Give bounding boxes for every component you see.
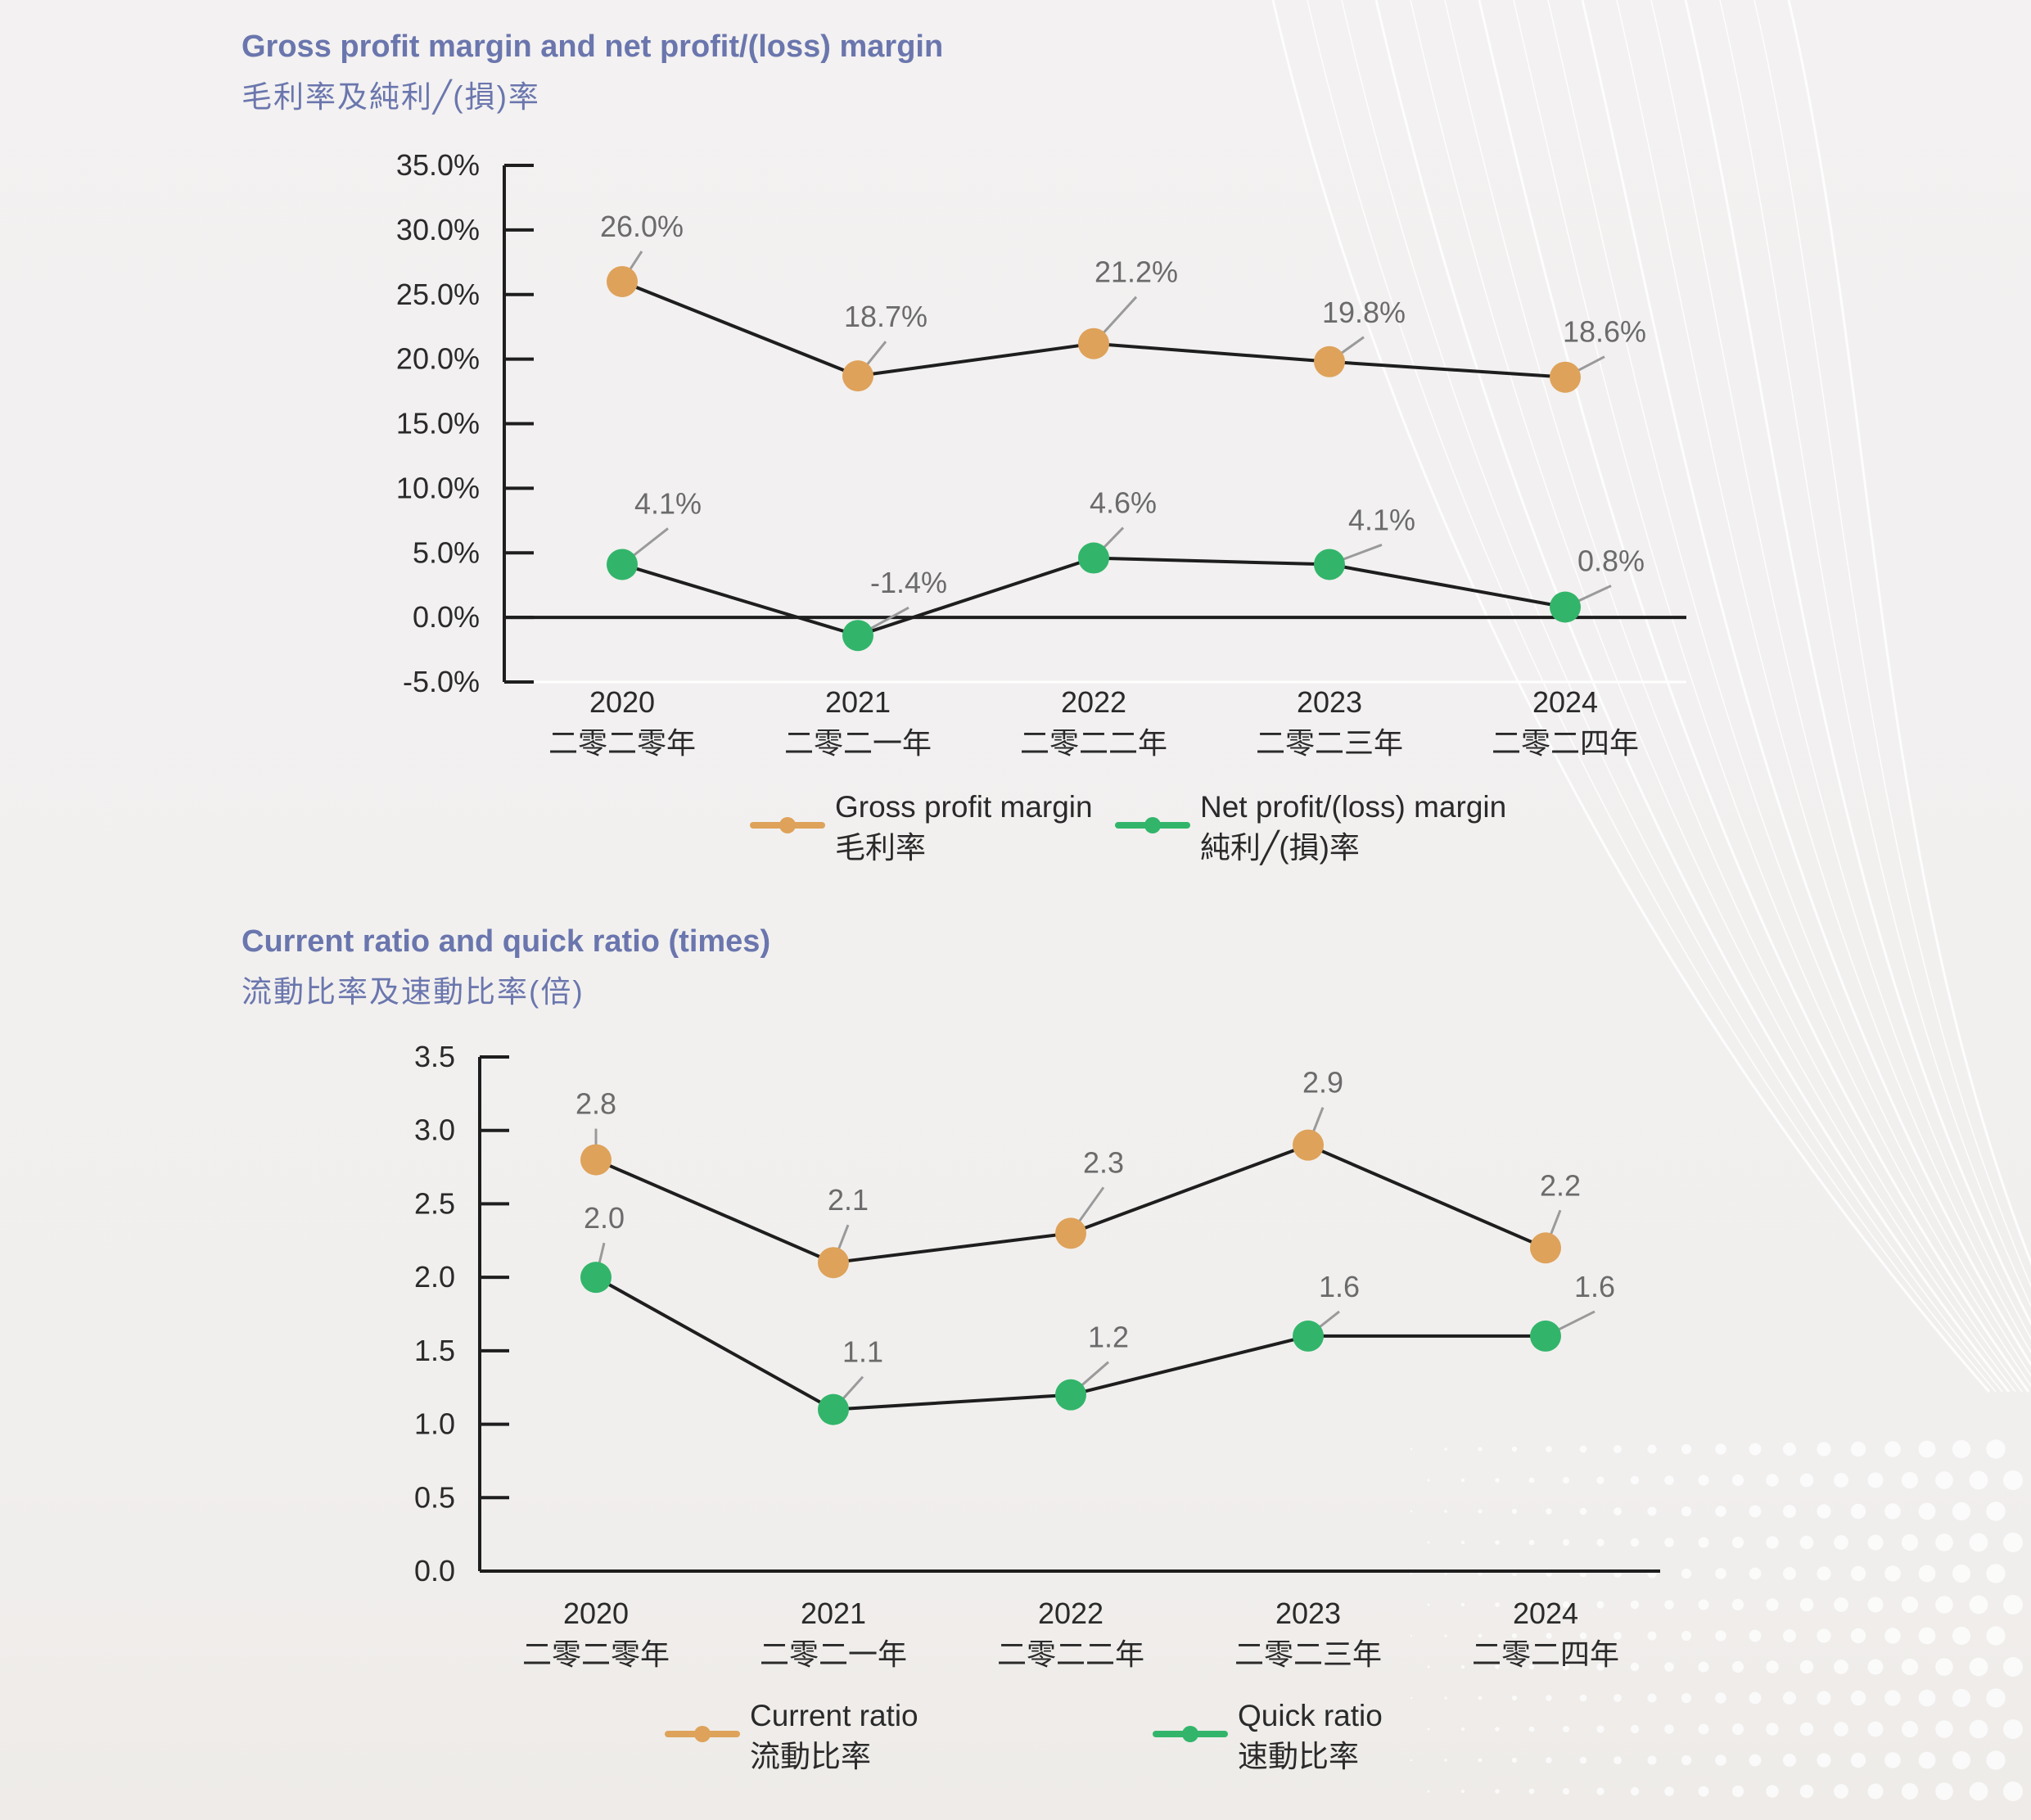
c2-y-tick-label: 2.0 xyxy=(414,1260,455,1294)
c1-data-label: 4.1% xyxy=(1348,503,1415,536)
c1-y-tick-label: 0.0% xyxy=(413,600,480,634)
c2-data-label: 1.6 xyxy=(1319,1270,1360,1303)
c2-data-label: 2.1 xyxy=(828,1183,869,1217)
c1-data-point xyxy=(842,360,873,392)
c2-y-tick-label: 3.5 xyxy=(414,1040,455,1073)
c2-data-label: 2.9 xyxy=(1302,1066,1343,1100)
c1-data-point xyxy=(607,549,638,580)
c2-legend-marker xyxy=(1182,1726,1198,1742)
c1-data-label: 4.1% xyxy=(634,486,702,520)
c1-x-label-zh: 二零二二年 xyxy=(1020,726,1167,760)
c1-x-label-zh: 二零二一年 xyxy=(784,726,932,760)
c1-y-tick-label: -5.0% xyxy=(403,665,480,698)
c1-data-label: 18.6% xyxy=(1563,315,1646,349)
chart-liquidity-ratios: 0.0 0.5 1.0 1.5 2.0 2.5 3.0 3.5 2020 二零二零年 2021 二零二… xyxy=(414,1040,1660,1773)
c1-y-tick-label: 10.0% xyxy=(396,471,480,504)
c1-data-point xyxy=(1314,549,1345,580)
c1-y-tick-label: 20.0% xyxy=(396,342,480,376)
c2-x-label: 2024 xyxy=(1513,1596,1578,1630)
c1-x-label: 2020 xyxy=(589,685,655,719)
c2-legend-label-zh: 流動比率 xyxy=(750,1740,871,1773)
c2-legend-label-zh: 速動比率 xyxy=(1238,1740,1359,1773)
c1-y-tick-label: 35.0% xyxy=(396,148,480,182)
chart1-title: Gross profit margin and net profit/(loss… xyxy=(241,29,944,64)
c2-y-tick-label: 0.5 xyxy=(414,1480,455,1514)
c1-data-point xyxy=(1078,327,1109,359)
c2-data-point xyxy=(580,1144,612,1176)
c2-data-label: 2.8 xyxy=(575,1087,616,1121)
c2-data-point xyxy=(1293,1129,1324,1161)
c1-legend-label-zh: 毛利率 xyxy=(835,831,926,865)
c2-data-point xyxy=(818,1393,849,1425)
c2-data-point xyxy=(1055,1217,1086,1249)
c1-data-label: 18.7% xyxy=(844,300,927,333)
c2-data-label: 2.2 xyxy=(1540,1168,1581,1202)
c1-x-label: 2024 xyxy=(1532,685,1598,719)
c1-data-point xyxy=(607,265,638,297)
c1-data-point xyxy=(842,620,873,652)
c2-x-label: 2023 xyxy=(1275,1596,1341,1630)
c2-data-label: 2.0 xyxy=(584,1201,625,1235)
c1-x-label: 2023 xyxy=(1297,685,1362,719)
c2-data-point xyxy=(1293,1320,1324,1352)
c1-x-label-zh: 二零二三年 xyxy=(1256,726,1403,760)
c1-data-label: 19.8% xyxy=(1322,296,1406,329)
c1-data-label: 0.8% xyxy=(1577,544,1645,578)
c2-data-point xyxy=(1530,1320,1561,1352)
c2-x-label-zh: 二零二一年 xyxy=(760,1637,907,1671)
c1-y-tick-label: 5.0% xyxy=(413,535,480,569)
c2-x-label: 2021 xyxy=(801,1596,866,1630)
c2-data-label: 1.2 xyxy=(1088,1321,1129,1354)
c2-legend-marker xyxy=(694,1726,711,1742)
c1-data-point xyxy=(1550,361,1581,393)
c2-data-point xyxy=(580,1262,612,1294)
c1-data-point xyxy=(1314,345,1345,377)
c1-data-point xyxy=(1078,542,1109,574)
c2-data-point xyxy=(1055,1379,1086,1411)
c1-data-label: 21.2% xyxy=(1094,255,1178,289)
c2-y-tick-label: 2.5 xyxy=(414,1186,455,1220)
c2-data-label: 1.6 xyxy=(1574,1270,1615,1303)
c2-legend-label: Quick ratio xyxy=(1238,1699,1383,1732)
c1-legend-label: Net profit/(loss) margin xyxy=(1200,790,1506,824)
c2-y-tick-label: 0.0 xyxy=(414,1554,455,1587)
c2-x-label-zh: 二零二二年 xyxy=(997,1637,1144,1671)
c1-x-label: 2022 xyxy=(1061,685,1126,719)
c1-legend-label: Gross profit margin xyxy=(835,790,1093,824)
c2-x-label: 2020 xyxy=(563,1596,629,1630)
c1-x-label-zh: 二零二四年 xyxy=(1492,726,1639,760)
c2-data-label: 1.1 xyxy=(842,1335,883,1369)
c1-data-label: 4.6% xyxy=(1090,486,1157,520)
c2-y-tick-label: 1.0 xyxy=(414,1407,455,1441)
c1-y-tick-label: 15.0% xyxy=(396,407,480,440)
c2-data-point xyxy=(818,1247,849,1279)
c2-data-point xyxy=(1530,1232,1561,1264)
c1-x-label: 2021 xyxy=(825,685,891,719)
c1-y-tick-label: 25.0% xyxy=(396,278,480,311)
c2-x-label-zh: 二零二四年 xyxy=(1472,1637,1619,1671)
c1-data-label: 26.0% xyxy=(600,210,684,243)
c2-y-tick-label: 1.5 xyxy=(414,1334,455,1367)
chart1-subtitle: 毛利率及純利╱(損)率 xyxy=(241,80,540,114)
c2-x-label-zh: 二零二零年 xyxy=(522,1637,670,1671)
c2-legend-label: Current ratio xyxy=(750,1699,918,1732)
c2-y-tick-label: 3.0 xyxy=(414,1113,455,1147)
c2-x-label-zh: 二零二三年 xyxy=(1234,1637,1382,1671)
chart2-subtitle: 流動比率及速動比率(倍) xyxy=(241,975,584,1009)
c1-legend-label-zh: 純利╱(損)率 xyxy=(1200,829,1360,865)
c1-legend-marker xyxy=(779,817,796,833)
c1-data-label: -1.4% xyxy=(870,566,947,599)
chart-profit-margins: -5.0% 0.0% 5.0% 10.0% 15.0% 20.0% 25.0% 30.0% 35… xyxy=(396,148,1686,865)
c1-x-label-zh: 二零二零年 xyxy=(548,726,696,760)
c2-x-label: 2022 xyxy=(1038,1596,1104,1630)
c2-data-label: 2.3 xyxy=(1083,1145,1124,1179)
c1-data-point xyxy=(1550,591,1581,623)
chart2-title: Current ratio and quick ratio (times) xyxy=(241,924,771,959)
c1-legend-marker xyxy=(1144,817,1161,833)
c1-y-tick-label: 30.0% xyxy=(396,213,480,246)
